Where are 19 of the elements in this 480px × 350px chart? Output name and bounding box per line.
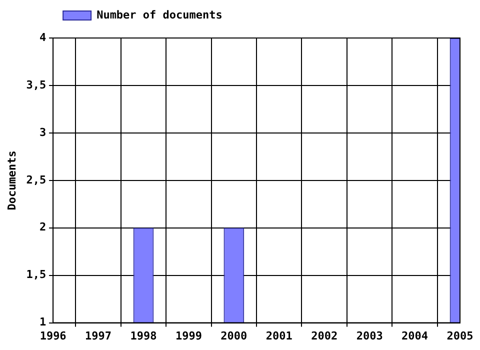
y-tick-label: 3,5 bbox=[26, 78, 46, 92]
x-tick-label: 2000 bbox=[220, 329, 248, 342]
x-tick-label: 2004 bbox=[402, 329, 428, 342]
x-tick-label: 2001 bbox=[266, 329, 293, 342]
x-tick-label: 1998 bbox=[130, 329, 157, 342]
x-tick-label: 2005 bbox=[446, 329, 474, 342]
x-tick-label: 2002 bbox=[311, 329, 338, 342]
legend-label: Number of documents bbox=[96, 8, 222, 22]
x-tick-label: 2003 bbox=[356, 329, 383, 342]
x-tick-label: 1997 bbox=[85, 329, 112, 342]
x-tick-label: 1996 bbox=[40, 329, 67, 342]
y-tick-label: 1 bbox=[39, 316, 46, 329]
y-tick-label: 3 bbox=[39, 126, 46, 139]
y-tick-label: 2 bbox=[39, 220, 46, 234]
y-tick-label: 2,5 bbox=[26, 173, 46, 186]
y-axis-title: Documents bbox=[5, 150, 18, 210]
y-tick-label: 1,5 bbox=[26, 268, 46, 282]
y-tick-label: 4 bbox=[39, 30, 46, 44]
x-tick-label: 1999 bbox=[175, 329, 202, 342]
